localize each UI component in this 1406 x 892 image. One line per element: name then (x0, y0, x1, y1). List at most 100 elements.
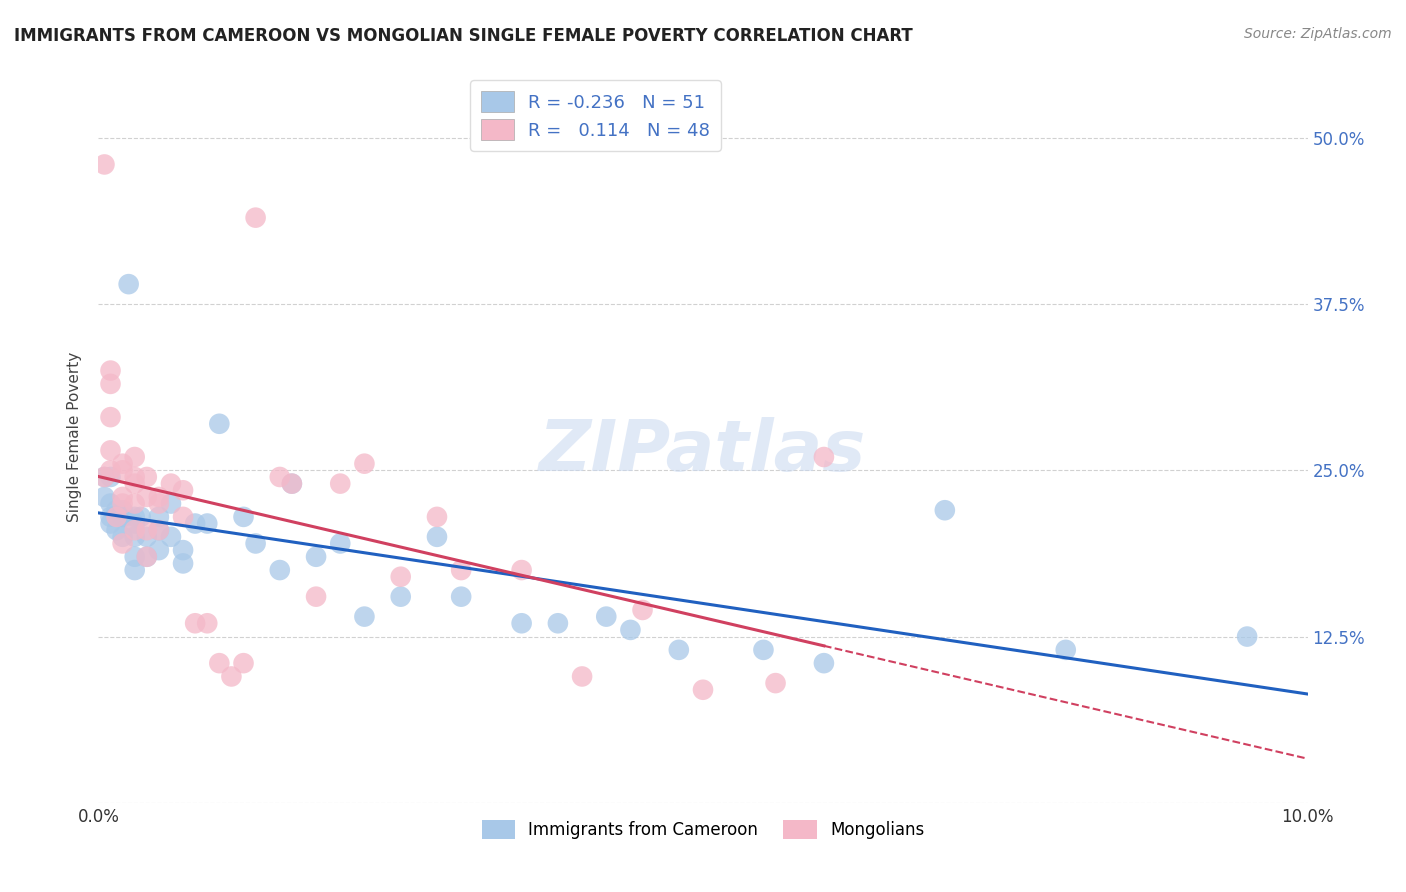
Point (160, 530, 183, 544)
Point (148, 509, 170, 524)
Point (752, 643, 775, 657)
Point (631, 603, 654, 617)
Point (813, 656, 835, 670)
Point (129, 509, 152, 524)
Point (124, 509, 146, 524)
Point (1054, 643, 1077, 657)
Point (124, 450, 146, 464)
Point (100, 463, 122, 477)
Point (232, 656, 254, 670)
Point (124, 476, 146, 491)
Point (160, 497, 183, 511)
Point (111, 509, 134, 524)
Text: IMMIGRANTS FROM CAMEROON VS MONGOLIAN SINGLE FEMALE POVERTY CORRELATION CHART: IMMIGRANTS FROM CAMEROON VS MONGOLIAN SI… (14, 27, 912, 45)
Point (100, 376, 122, 391)
Point (118, 277, 141, 292)
Point (172, 483, 194, 498)
Point (208, 417, 231, 431)
Point (813, 450, 835, 464)
Point (426, 530, 449, 544)
Point (93, 470, 115, 484)
Point (510, 563, 533, 577)
Point (111, 463, 134, 477)
Point (135, 523, 157, 537)
Point (124, 523, 146, 537)
Point (124, 516, 146, 531)
Point (124, 549, 146, 564)
Point (124, 470, 146, 484)
Point (148, 497, 170, 511)
Point (329, 536, 352, 550)
Point (93, 470, 115, 484)
Point (100, 363, 122, 377)
Point (148, 523, 170, 537)
Point (450, 590, 472, 604)
Point (160, 476, 183, 491)
Point (135, 530, 157, 544)
Point (100, 410, 122, 425)
Point (571, 669, 593, 683)
Point (100, 509, 122, 524)
Point (329, 476, 352, 491)
Point (692, 682, 714, 697)
Point (100, 516, 122, 531)
Point (93, 157, 115, 171)
Point (135, 549, 157, 564)
Point (450, 563, 472, 577)
Point (100, 443, 122, 458)
Point (269, 470, 291, 484)
Point (389, 590, 412, 604)
Point (111, 457, 134, 471)
Point (208, 656, 231, 670)
Point (105, 503, 128, 517)
Point (547, 616, 569, 631)
Point (281, 476, 304, 491)
Point (426, 509, 449, 524)
Point (148, 490, 170, 504)
Point (305, 590, 328, 604)
Point (1236, 630, 1258, 644)
Point (184, 616, 207, 631)
Point (172, 543, 194, 558)
Point (148, 523, 170, 537)
Point (353, 609, 375, 624)
Point (172, 509, 194, 524)
Point (111, 490, 134, 504)
Point (148, 543, 170, 558)
Point (124, 497, 146, 511)
Point (105, 509, 128, 524)
Point (305, 549, 328, 564)
Text: ZIPatlas: ZIPatlas (540, 417, 866, 486)
Point (172, 557, 194, 571)
Point (269, 563, 291, 577)
Point (111, 497, 134, 511)
Point (111, 503, 134, 517)
Point (135, 470, 157, 484)
Point (184, 516, 207, 531)
Text: Source: ZipAtlas.com: Source: ZipAtlas.com (1244, 27, 1392, 41)
Point (619, 623, 641, 637)
Point (510, 616, 533, 631)
Y-axis label: Single Female Poverty: Single Female Poverty (67, 352, 83, 522)
Point (100, 470, 122, 484)
Point (668, 643, 690, 657)
Point (111, 509, 134, 524)
Point (195, 616, 218, 631)
Point (934, 503, 956, 517)
Point (111, 536, 134, 550)
Point (595, 609, 617, 624)
Point (389, 570, 412, 584)
Point (353, 457, 375, 471)
Point (245, 211, 267, 225)
Point (124, 530, 146, 544)
Legend: Immigrants from Cameroon, Mongolians: Immigrants from Cameroon, Mongolians (475, 814, 931, 846)
Point (111, 530, 134, 544)
Point (281, 476, 304, 491)
Point (135, 490, 157, 504)
Point (105, 523, 128, 537)
Point (221, 669, 243, 683)
Point (195, 516, 218, 531)
Point (135, 549, 157, 564)
Point (93, 490, 115, 504)
Point (765, 676, 787, 690)
